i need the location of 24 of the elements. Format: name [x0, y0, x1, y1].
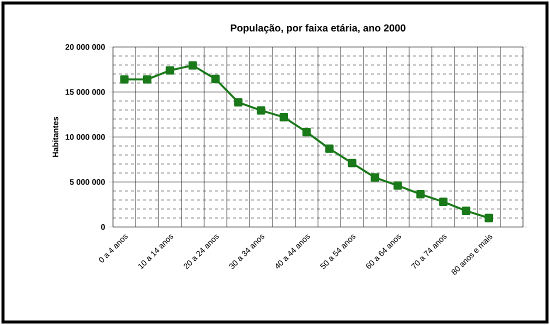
point [256, 106, 266, 115]
y-tick-label: 10 000 000 [66, 134, 105, 140]
y-tick-label: 5 000 000 [70, 179, 105, 185]
point [166, 66, 174, 75]
chart-title: População, por faixa etária, ano 2000 [230, 24, 406, 34]
y-tick-label: 15 000 000 [66, 89, 105, 95]
point [120, 75, 129, 84]
point [188, 61, 197, 70]
point [302, 128, 311, 136]
point [234, 98, 242, 107]
point [370, 173, 380, 182]
point [325, 144, 334, 153]
y-tick-label: 20 000 000 [65, 44, 105, 50]
point [439, 198, 448, 206]
point [348, 158, 356, 168]
point [394, 181, 402, 190]
point [211, 74, 220, 84]
point [462, 206, 470, 215]
point [416, 190, 425, 198]
point [142, 75, 152, 84]
point [484, 214, 494, 222]
point [280, 113, 288, 122]
y-tick-label: 0 [101, 224, 105, 230]
y-axis-title: Habitantes [52, 116, 58, 157]
